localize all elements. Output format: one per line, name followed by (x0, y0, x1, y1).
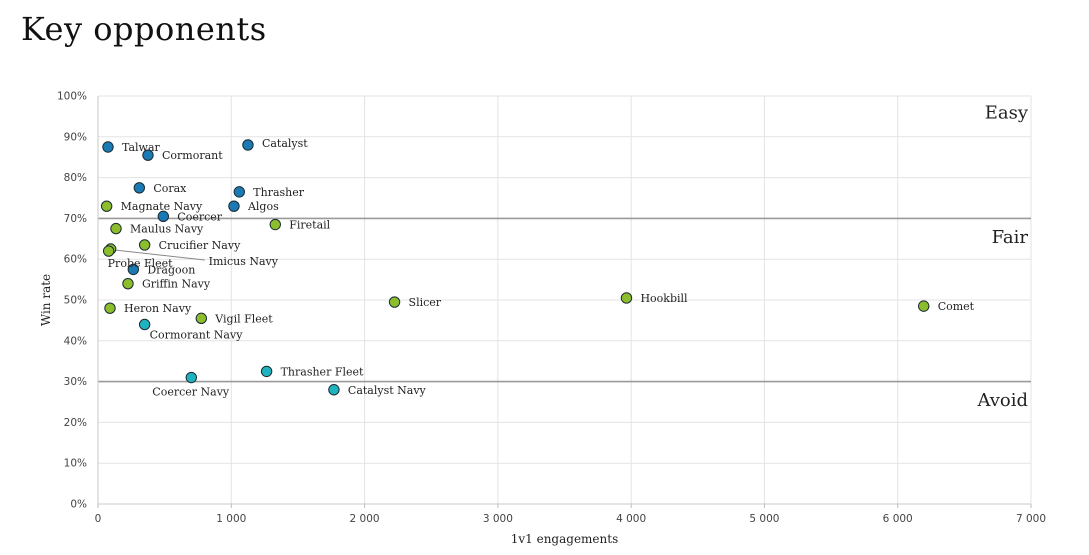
point-maulus-navy (110, 222, 122, 235)
zone-label: Fair (992, 227, 1029, 248)
point-coercer (157, 210, 170, 223)
point-label-coercer: Coercer (177, 210, 222, 223)
point-label-crucifier-navy: Crucifier Navy (159, 239, 241, 252)
point-catalyst (242, 139, 254, 151)
y-tick-label: 30% (64, 376, 87, 388)
point-label-thrasher-fleet: Thrasher Fleet (281, 365, 364, 378)
x-tick-label: 7 000 (1016, 513, 1046, 525)
point-dragoon (127, 263, 140, 276)
point-label-heron-navy: Heron Navy (124, 302, 192, 315)
point-label-imicus-navy: Imicus Navy (209, 255, 279, 268)
threshold-lines (98, 217, 1031, 383)
x-tick-label: 1 000 (216, 513, 246, 525)
point-label-dragoon: Dragoon (147, 263, 195, 276)
point-label-talwar: Talwar (122, 141, 161, 154)
point-label-firetail: Firetail (289, 219, 330, 232)
point-heron-navy (104, 302, 116, 314)
leader-line-imicus-navy (114, 249, 205, 261)
x-tick-label: 4 000 (616, 513, 646, 525)
point-label-catalyst: Catalyst (262, 137, 308, 150)
point-label-slicer: Slicer (409, 296, 442, 309)
point-probe-fleet (102, 245, 115, 257)
x-tick-label: 6 000 (883, 513, 913, 525)
point-algos (228, 200, 240, 212)
y-tick-label: 90% (64, 131, 87, 143)
point-label-thrasher: Thrasher (253, 186, 304, 199)
point-catalyst-navy (328, 384, 340, 396)
y-tick-label: 10% (64, 458, 87, 470)
x-tick-label: 2 000 (350, 513, 380, 525)
y-tick-label: 50% (64, 295, 87, 307)
data-points (100, 139, 930, 396)
zone-labels: Easy Fair Avoid (976, 102, 1028, 411)
zone-label: Avoid (976, 390, 1028, 411)
point-slicer (388, 296, 401, 308)
point-thrasher-fleet (260, 365, 273, 378)
point-vigil-fleet (195, 312, 207, 325)
point-label-catalyst-navy: Catalyst Navy (348, 384, 427, 397)
point-label-vigil-fleet: Vigil Fleet (214, 312, 273, 325)
y-tick-label: 20% (64, 417, 87, 429)
point-cormorant (142, 149, 154, 161)
y-tick-label: 100% (57, 91, 87, 103)
y-tick-label: 40% (64, 335, 87, 347)
point-label-cormorant: Cormorant (162, 149, 223, 162)
x-axis-label: 1v1 engagements (511, 532, 619, 546)
point-label-hookbill: Hookbill (640, 292, 688, 305)
y-tick-label: 60% (64, 254, 87, 266)
axes: 0% 10% 20% 30% 40% 50% 60% 70% 80% 90% 100% 0 1 000 2… (57, 91, 1046, 526)
y-axis-label: Win rate (39, 274, 53, 326)
point-label-magnate-navy: Magnate Navy (121, 200, 203, 213)
point-firetail (269, 218, 281, 231)
point-crucifier-navy (138, 239, 151, 251)
x-tick-label: 3 000 (483, 513, 513, 525)
zone-label: Easy (985, 102, 1029, 123)
point-comet (918, 300, 930, 312)
y-tick-label: 80% (64, 172, 87, 184)
point-label-probe-fleet: Probe Fleet (108, 257, 174, 270)
y-tick-label: 0% (70, 499, 87, 511)
page-title: Key opponents (21, 10, 267, 48)
point-label-comet: Comet (938, 300, 975, 313)
point-thrasher (233, 186, 245, 198)
point-griffin-navy (122, 277, 134, 290)
x-tick-label: 5 000 (749, 513, 779, 525)
point-label-corax: Corax (153, 182, 187, 195)
point-label-cormorant-navy: Cormorant Navy (150, 328, 244, 341)
grid-lines (97, 95, 1032, 505)
point-talwar (102, 141, 114, 153)
x-tick-label: 0 (95, 513, 102, 525)
point-corax (133, 182, 146, 194)
y-tick-label: 70% (64, 213, 87, 225)
point-label-coercer-navy: Coercer Navy (152, 386, 230, 399)
point-cormorant-navy (138, 318, 151, 331)
point-hookbill (620, 292, 633, 304)
point-label-algos: Algos (247, 200, 279, 213)
point-magnate-navy (100, 200, 113, 212)
point-label-maulus-navy: Maulus Navy (130, 223, 204, 236)
point-label-griffin-navy: Griffin Navy (142, 278, 211, 291)
point-coercer-navy (185, 371, 198, 384)
leader-lines (114, 249, 205, 261)
